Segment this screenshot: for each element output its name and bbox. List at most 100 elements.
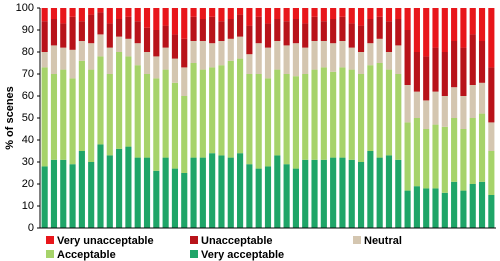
bar-segment — [339, 41, 346, 68]
bar-segment — [199, 69, 206, 158]
bar-segment — [143, 27, 151, 52]
bar-segment — [162, 69, 169, 158]
bar-segment — [367, 8, 374, 19]
bar-segment — [125, 146, 132, 228]
bar-segment — [423, 188, 430, 228]
bar-segment — [478, 8, 486, 41]
bar-segment — [423, 56, 430, 101]
bar-segment — [404, 122, 411, 191]
bar-segment — [404, 190, 411, 228]
bar-segment — [116, 36, 123, 52]
bar-segment — [88, 69, 95, 162]
bar-segment — [441, 126, 448, 193]
y-tick-label: 70 — [22, 68, 34, 80]
y-tick-label: 10 — [22, 200, 34, 212]
bar-segment — [171, 168, 179, 228]
bar-segment — [134, 65, 141, 158]
bar-segment — [367, 151, 374, 228]
bar-segment — [69, 78, 76, 165]
bar-segment — [311, 41, 318, 70]
bar-segment — [78, 8, 85, 22]
bar-segment — [478, 82, 486, 114]
bar-segment — [488, 67, 495, 123]
y-tick-label: 50 — [22, 112, 34, 124]
bar-segment — [441, 52, 448, 96]
bar-segment — [171, 58, 179, 83]
bar-segment — [60, 69, 67, 160]
bar-segment — [88, 162, 95, 228]
bar-segment — [395, 19, 402, 46]
bar-segment — [116, 19, 123, 37]
bar-segment — [199, 19, 206, 41]
bar-segment — [246, 74, 253, 165]
bar-segment — [330, 43, 337, 72]
bar-segment — [50, 8, 58, 19]
bar-segment — [320, 21, 327, 41]
bar-segment — [116, 52, 123, 149]
bar-segment — [311, 8, 318, 17]
bar-segment — [69, 16, 76, 50]
bar-segment — [451, 8, 458, 41]
bar-segment — [171, 82, 179, 169]
bar-segment — [330, 19, 337, 44]
bar-segment — [348, 69, 355, 160]
bar-segment — [125, 56, 132, 147]
bar-segment — [116, 8, 123, 19]
bar-segment — [255, 74, 262, 169]
bar-segment — [283, 45, 290, 74]
bar-segment — [41, 8, 48, 22]
bar-segment — [97, 144, 104, 228]
bar-segment — [469, 118, 476, 184]
bar-segment — [78, 60, 85, 151]
bar-segment — [88, 43, 95, 70]
bar-segment — [237, 153, 244, 228]
bar-segment — [246, 8, 253, 26]
bar-segment — [199, 157, 206, 228]
bar-segment — [478, 41, 486, 83]
bar-segment — [171, 34, 179, 59]
bar-segment — [432, 91, 439, 125]
bar-segment — [181, 8, 188, 39]
bar-segment — [153, 8, 160, 30]
bar-segment — [106, 8, 113, 24]
bar-segment — [330, 157, 337, 228]
bar-segment — [78, 21, 85, 41]
bar-segment — [330, 8, 337, 19]
bar-segment — [162, 25, 169, 48]
bar-segment — [60, 23, 67, 48]
bar-segment — [357, 8, 365, 26]
bar-segment — [181, 96, 188, 173]
bar-segment — [218, 21, 225, 41]
bar-segment — [302, 159, 309, 228]
bar-segment — [153, 56, 160, 79]
bar-segment — [218, 65, 225, 156]
legend-swatch — [190, 236, 198, 244]
bar-segment — [292, 19, 299, 44]
bar-segment — [357, 52, 365, 74]
bar-segment — [283, 74, 290, 165]
bar-segment — [311, 69, 318, 160]
bar-segment — [488, 8, 495, 68]
legend-label: Neutral — [364, 235, 402, 247]
bar-segment — [227, 157, 234, 228]
bar-segment — [432, 47, 439, 92]
bar-segment — [60, 8, 67, 24]
bar-segment — [395, 159, 402, 228]
bar-segment — [385, 52, 393, 70]
bar-segment — [97, 34, 104, 57]
bar-segment — [218, 8, 225, 22]
bar-segment — [199, 8, 206, 19]
bar-segment — [162, 47, 169, 70]
bar-segment — [339, 8, 346, 17]
bar-segment — [153, 30, 160, 57]
bar-segment — [348, 159, 355, 228]
bar-segment — [357, 74, 365, 162]
bar-segment — [320, 8, 327, 22]
bar-segment — [143, 52, 151, 74]
bar-segment — [153, 170, 160, 228]
bar-segment — [190, 16, 197, 41]
bar-segment — [50, 74, 58, 160]
bar-segment — [41, 52, 48, 68]
bar-segment — [106, 23, 113, 48]
bar-segment — [339, 157, 346, 228]
